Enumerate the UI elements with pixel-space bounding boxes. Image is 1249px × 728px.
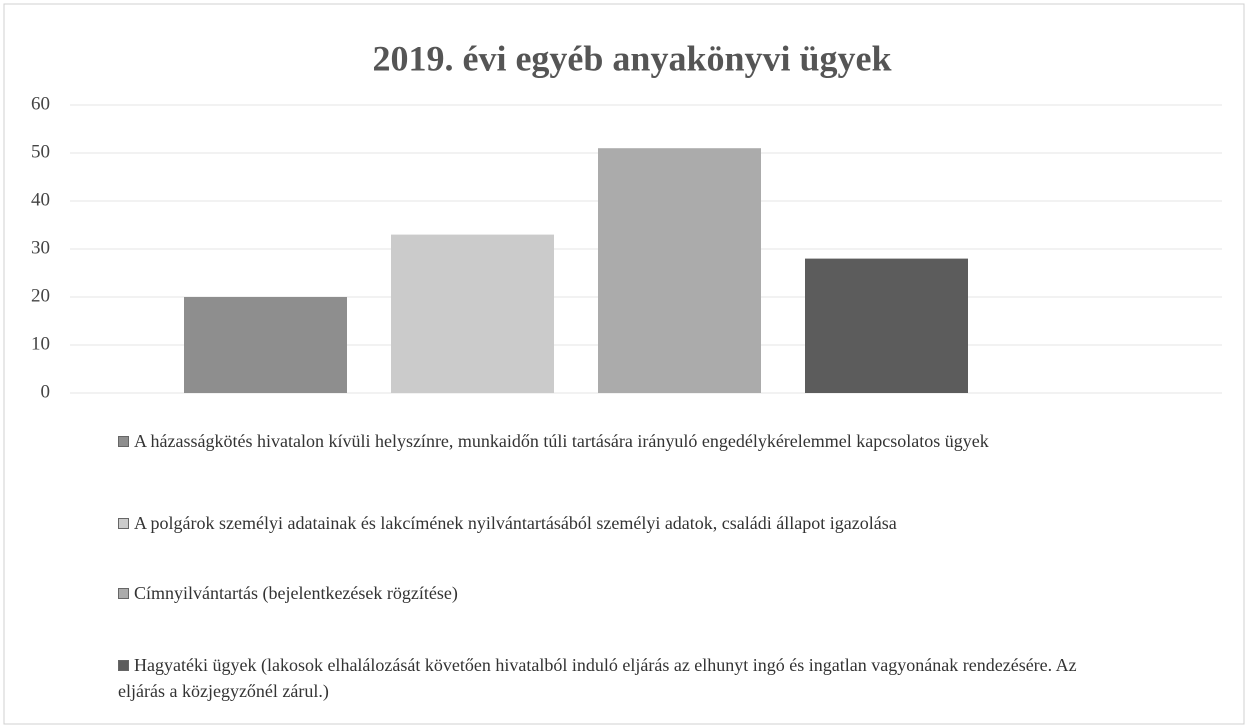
- legend-label: Címnyilvántartás (bejelentkezések rögzít…: [134, 583, 458, 603]
- legend-item: A házasságkötés hivatalon kívüli helyszí…: [118, 428, 1118, 454]
- y-tick-label: 50: [31, 141, 50, 162]
- y-tick-label: 0: [41, 381, 51, 402]
- y-tick-label: 10: [31, 333, 50, 354]
- legend-swatch: [118, 588, 129, 599]
- bar: [598, 148, 761, 393]
- bar: [391, 234, 554, 393]
- legend-item: Címnyilvántartás (bejelentkezések rögzít…: [118, 580, 1118, 606]
- legend-label: A polgárok személyi adatainak és lakcímé…: [134, 513, 897, 533]
- chart-border: [3, 3, 1245, 725]
- chart-title: 2019. évi egyéb anyakönyvi ügyek: [372, 38, 891, 78]
- bar: [184, 297, 347, 393]
- legend-label: A házasságkötés hivatalon kívüli helyszí…: [134, 431, 989, 451]
- legend-item: Hagyatéki ügyek (lakosok elhalálozását k…: [118, 652, 1118, 704]
- legend-swatch: [118, 660, 129, 671]
- legend-label: Hagyatéki ügyek (lakosok elhalálozását k…: [118, 655, 1077, 701]
- bar: [805, 258, 968, 393]
- y-tick-label: 60: [31, 93, 50, 114]
- legend-swatch: [118, 436, 129, 447]
- y-tick-label: 40: [31, 189, 50, 210]
- y-tick-label: 20: [31, 285, 50, 306]
- legend-swatch: [118, 518, 129, 529]
- y-tick-label: 30: [31, 237, 50, 258]
- legend-item: A polgárok személyi adatainak és lakcímé…: [118, 510, 1118, 536]
